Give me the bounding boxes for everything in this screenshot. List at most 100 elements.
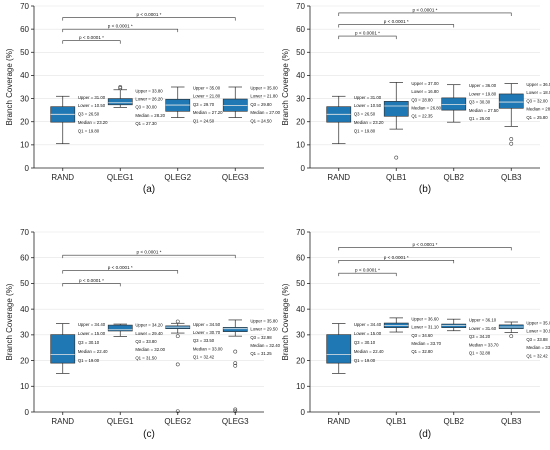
y-axis-label: Branch Coverage (%) [5, 48, 14, 125]
stat-label: Median = 33.00 [193, 346, 223, 351]
outlier-point [233, 349, 238, 354]
stat-label: Q3 = 30.10 [78, 340, 100, 345]
box-qleg1: Upper = 33.80 Lower = 26.20 Q3 = 30.00 Medi… [107, 85, 166, 126]
stat-label: Q3 = 33.80 [135, 339, 157, 344]
y-tick-label: 60 [20, 25, 29, 34]
stat-label: Median = 23.20 [78, 120, 108, 125]
significance-bracket [338, 272, 397, 277]
stat-label: Upper = 35.00 [250, 86, 278, 91]
stat-label: Q1 = 32.42 [526, 353, 548, 358]
stat-label: Q1 = 22.35 [411, 114, 433, 119]
outlier-point [175, 319, 180, 324]
significance-bracket [62, 254, 236, 259]
significance-label: p < 0.0001 * [79, 35, 104, 40]
y-tick-label: 10 [20, 141, 29, 150]
stat-label: Q3 = 34.20 [469, 334, 491, 339]
stat-label: Q1 = 24.50 [193, 118, 215, 123]
x-tick-label: QLB2 [444, 417, 465, 426]
stat-label: Upper = 36.60 [411, 316, 439, 321]
x-tick-label: RAND [327, 417, 350, 426]
significance-bracket [62, 270, 179, 274]
stat-label: Upper = 34.40 [78, 322, 106, 327]
stat-label: Q1 = 19.00 [78, 358, 100, 363]
x-tick-label: RAND [327, 173, 350, 182]
stat-label: Q3 = 33.88 [526, 337, 548, 342]
y-tick-label: 10 [296, 382, 305, 391]
stat-label: Q3 = 33.50 [193, 338, 215, 343]
significance-label: p < 0.0001 * [384, 255, 409, 260]
box-qlb1: Upper = 36.60 Lower = 31.10 Q3 = 34.60 Medi… [383, 316, 442, 354]
box-rand: Upper = 31.00 Lower = 10.50 Q3 = 26.50 Medi… [326, 95, 384, 145]
iqr-box [107, 98, 133, 106]
outlier-point [394, 155, 399, 160]
box-qleg2: Upper = 35.00 Lower = 21.80 Q3 = 29.70 Medi… [165, 86, 223, 123]
significance-bracket [338, 259, 455, 264]
stat-label: Median = 22.40 [78, 349, 108, 354]
stat-label: Lower = 18.00 [526, 90, 550, 95]
x-tick-label: QLB1 [386, 417, 407, 426]
x-tick-label: QLEG2 [164, 417, 191, 426]
stat-label: Median = 33.70 [469, 342, 499, 347]
y-tick-label: 70 [20, 228, 29, 237]
iqr-box [326, 334, 352, 364]
stat-label: Lower = 16.80 [411, 89, 439, 94]
significance-bracket [338, 12, 512, 16]
stat-label: Lower = 29.50 [250, 327, 278, 332]
box-qleg2: Upper = 34.50 Lower = 30.70 Q3 = 33.50 Medi… [165, 319, 223, 414]
stat-label: Upper = 34.20 [135, 323, 163, 328]
box-qleg1: Upper = 34.20 Lower = 29.40 Q3 = 33.80 Medi… [107, 323, 166, 360]
iqr-box [107, 324, 133, 332]
stat-label: Median = 26.80 [411, 105, 441, 110]
y-tick-label: 30 [296, 94, 305, 103]
stat-label: Upper = 35.80 [250, 318, 278, 323]
stat-label: Median = 22.40 [354, 349, 384, 354]
stat-label: Lower = 21.80 [250, 94, 278, 99]
iqr-box [50, 334, 76, 364]
box-qleg3: Upper = 35.80 Lower = 29.50 Q3 = 32.98 Medi… [222, 318, 281, 414]
stat-label: Q3 = 32.00 [526, 98, 548, 103]
significance-bracket [338, 247, 512, 251]
significance-label: p < 0.0001 * [413, 7, 438, 12]
y-tick-label: 30 [296, 331, 305, 340]
box-qlb2: Upper = 36.10 Lower = 31.60 Q3 = 34.20 Medi… [441, 318, 499, 355]
significance-label: p < 0.0001 * [355, 268, 380, 273]
significance-bracket [62, 17, 236, 21]
y-tick-label: 0 [25, 164, 30, 173]
y-tick-label: 0 [25, 408, 30, 417]
box-rand: Upper = 34.40 Lower = 15.00 Q3 = 30.10 Medi… [50, 322, 108, 374]
x-tick-label: QLEG3 [222, 173, 249, 182]
y-tick-label: 30 [20, 331, 29, 340]
stat-label: Median = 27.00 [250, 110, 280, 115]
stat-label: Median = 27.20 [193, 110, 223, 115]
significance-label: p < 0.0001 * [108, 24, 133, 29]
stat-label: Q3 = 32.98 [250, 335, 272, 340]
outlier-point [509, 141, 514, 146]
box-qlb3: Upper = 36.50 Lower = 18.00 Q3 = 32.00 Medi… [498, 82, 550, 146]
y-tick-label: 50 [296, 279, 305, 288]
iqr-box [383, 101, 409, 117]
stat-label: Q1 = 25.00 [469, 116, 491, 121]
significance-bracket [338, 24, 455, 28]
stat-label: Upper = 35.00 [193, 86, 221, 91]
iqr-box [441, 323, 467, 328]
outlier-point [509, 137, 514, 141]
stat-label: Q1 = 19.80 [354, 129, 376, 134]
stat-label: Lower = 31.10 [411, 325, 439, 330]
stat-label: Q3 = 26.50 [354, 112, 376, 117]
stat-label: Lower = 15.00 [78, 331, 106, 336]
x-tick-label: QLB1 [386, 173, 407, 182]
outlier-point [233, 361, 238, 366]
y-tick-label: 20 [296, 356, 305, 365]
x-tick-label: QLB3 [501, 173, 522, 182]
panel-label: (a) [143, 184, 155, 195]
x-tick-label: RAND [51, 173, 74, 182]
stat-label: Q1 = 32.80 [411, 349, 433, 354]
stat-label: Q1 = 19.80 [78, 129, 100, 134]
stat-label: Q3 = 29.70 [193, 102, 215, 107]
outlier-point [118, 85, 123, 89]
y-tick-label: 40 [20, 71, 29, 80]
significance-bracket [62, 28, 179, 33]
x-tick-label: QLEG1 [107, 417, 134, 426]
y-axis-label: Branch Coverage (%) [281, 48, 290, 125]
